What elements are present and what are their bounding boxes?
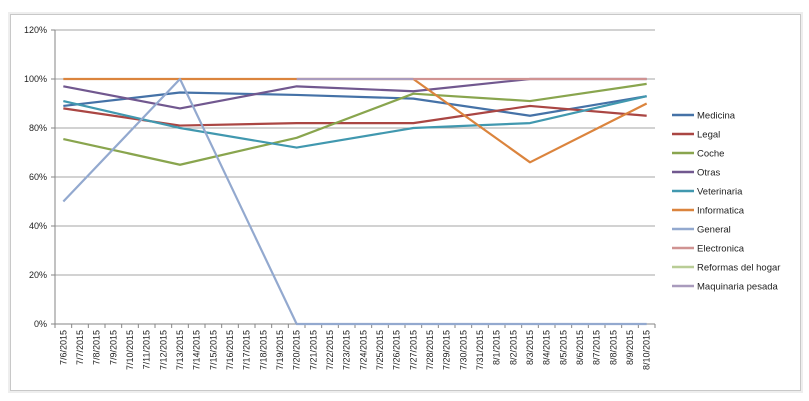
legend-entry: Maquinaria pesada xyxy=(697,282,779,293)
x-tick-label: 8/8/2015 xyxy=(608,330,618,365)
x-tick-label: 8/6/2015 xyxy=(575,330,585,365)
legend-entry: Informatica xyxy=(697,206,745,217)
x-tick-label: 7/27/2015 xyxy=(408,330,418,370)
x-tick-label: 7/29/2015 xyxy=(442,330,452,370)
x-tick-label: 7/30/2015 xyxy=(458,330,468,370)
x-tick-label: 8/7/2015 xyxy=(592,330,602,365)
x-tick-label: 8/5/2015 xyxy=(558,330,568,365)
legend-entry: Veterinaria xyxy=(697,187,743,198)
x-tick-label: 7/6/2015 xyxy=(58,330,68,365)
x-tick-label: 7/8/2015 xyxy=(92,330,102,365)
x-tick-label: 7/21/2015 xyxy=(308,330,318,370)
y-tick-label: 20% xyxy=(29,270,47,280)
x-tick-label: 7/17/2015 xyxy=(242,330,252,370)
chart-frame xyxy=(10,14,801,391)
x-tick-label: 7/23/2015 xyxy=(342,330,352,370)
legend-entry: Medicina xyxy=(697,111,736,122)
x-tick-label: 7/14/2015 xyxy=(192,330,202,370)
x-tick-label: 7/26/2015 xyxy=(392,330,402,370)
x-tick-label: 7/20/2015 xyxy=(292,330,302,370)
x-tick-label: 7/18/2015 xyxy=(258,330,268,370)
x-tick-label: 7/28/2015 xyxy=(425,330,435,370)
x-tick-label: 7/25/2015 xyxy=(375,330,385,370)
legend-entry: General xyxy=(697,225,731,236)
y-tick-label: 0% xyxy=(34,319,47,329)
x-tick-label: 7/9/2015 xyxy=(108,330,118,365)
legend-entry: Electronica xyxy=(697,244,745,255)
y-tick-label: 80% xyxy=(29,123,47,133)
x-tick-label: 7/19/2015 xyxy=(275,330,285,370)
legend-entry: Reformas del hogar xyxy=(697,263,780,274)
series-line-general xyxy=(62,77,647,326)
series-line-coche xyxy=(63,82,647,166)
x-tick-label: 7/10/2015 xyxy=(125,330,135,370)
x-tick-label: 7/11/2015 xyxy=(142,330,152,369)
legend-entry: Otras xyxy=(697,168,720,179)
legend-entry: Coche xyxy=(697,149,724,160)
x-tick-label: 8/1/2015 xyxy=(492,330,502,365)
series-line-otras xyxy=(63,77,647,110)
x-tick-label: 7/13/2015 xyxy=(175,330,185,370)
y-tick-label: 40% xyxy=(29,221,47,231)
x-tick-label: 7/7/2015 xyxy=(75,330,85,365)
x-tick-label: 8/10/2015 xyxy=(642,330,652,370)
y-tick-label: 120% xyxy=(24,25,47,35)
x-tick-label: 8/9/2015 xyxy=(625,330,635,365)
legend-entry: Legal xyxy=(697,130,720,141)
series-line-medicina xyxy=(63,91,647,117)
x-tick-label: 7/31/2015 xyxy=(475,330,485,370)
x-tick-label: 7/15/2015 xyxy=(208,330,218,370)
x-tick-label: 7/12/2015 xyxy=(158,330,168,370)
series-line-veterinaria xyxy=(63,95,647,149)
x-tick-label: 8/4/2015 xyxy=(542,330,552,365)
x-tick-label: 7/22/2015 xyxy=(325,330,335,370)
y-tick-label: 100% xyxy=(24,74,47,84)
x-tick-label: 7/16/2015 xyxy=(225,330,235,370)
y-tick-label: 60% xyxy=(29,172,47,182)
x-tick-label: 7/24/2015 xyxy=(358,330,368,370)
x-tick-label: 8/2/2015 xyxy=(508,330,518,365)
x-tick-label: 8/3/2015 xyxy=(525,330,535,365)
